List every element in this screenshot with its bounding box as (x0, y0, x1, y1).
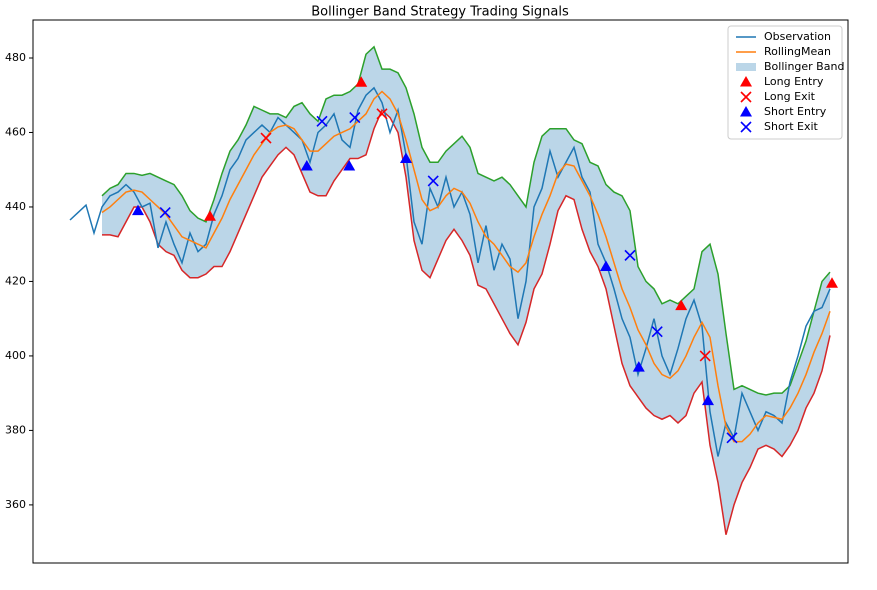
triangle-marker (132, 204, 144, 216)
triangle-marker (702, 394, 714, 406)
x-marker (316, 115, 328, 127)
x-marker (699, 350, 711, 362)
y-tick-label: 400 (5, 349, 26, 362)
triangle-marker (675, 299, 688, 311)
y-tick-label: 360 (5, 498, 26, 511)
legend-label: Bollinger Band (764, 60, 844, 73)
legend-swatch (740, 106, 752, 117)
x-marker (260, 132, 272, 144)
line (101, 90, 831, 443)
legend-label: Short Entry (764, 105, 827, 118)
legend-label: Long Entry (764, 75, 824, 88)
x-marker (427, 175, 439, 187)
lower-band (102, 108, 831, 535)
legend-label: Long Exit (764, 90, 816, 103)
triangle-marker (600, 260, 612, 272)
x-marker (726, 432, 738, 444)
y-tick-label: 480 (5, 51, 26, 64)
upper-band (101, 45, 831, 396)
x-marker (159, 206, 171, 219)
x-marker (376, 108, 388, 120)
y-tick-label: 460 (5, 125, 26, 138)
x-marker (624, 249, 636, 261)
legend-label: Short Exit (764, 120, 819, 133)
triangle-marker (400, 152, 412, 164)
legend-label: Observation (764, 30, 831, 43)
legend-swatch (736, 63, 756, 71)
legend-label: RollingMean (764, 45, 831, 58)
x-marker (349, 112, 361, 124)
triangle-marker (826, 277, 838, 288)
y-tick-label: 420 (5, 274, 26, 287)
plot-area (69, 45, 838, 535)
chart-title: Bollinger Band Strategy Trading Signals (311, 5, 569, 20)
triangle-marker (300, 159, 313, 171)
y-tick-label: 380 (5, 423, 26, 436)
legend-swatch (740, 121, 752, 133)
legend-box (727, 25, 843, 140)
x-marker (651, 326, 663, 338)
y-tick-label: 440 (5, 200, 26, 213)
triangle-marker (204, 210, 216, 221)
legend-swatch (740, 76, 752, 87)
triangle-marker (632, 361, 645, 372)
triangle-marker (343, 159, 356, 171)
triangle-marker (355, 76, 368, 87)
axes-frame (32, 19, 849, 564)
legend-swatch (740, 91, 752, 103)
band-area (102, 46, 830, 535)
